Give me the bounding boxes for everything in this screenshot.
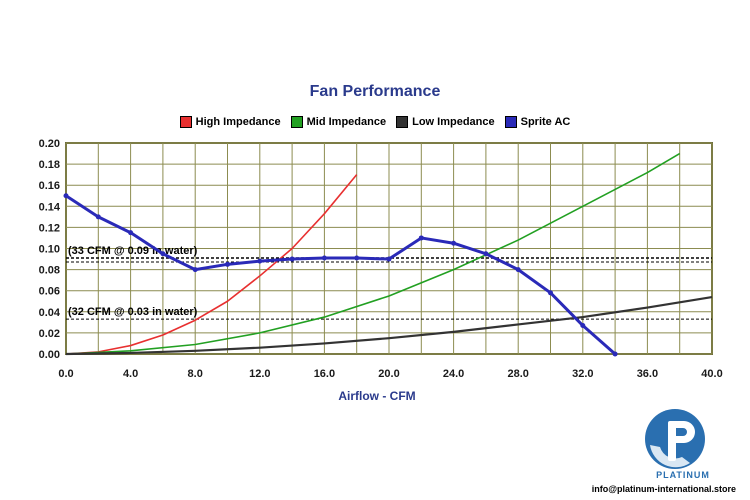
y-tick-label: 0.08 [39, 265, 60, 277]
series-point-sprite [515, 267, 521, 273]
x-tick-label: 12.0 [249, 368, 270, 380]
logo-wordmark: PLATINUM [656, 470, 710, 480]
y-tick-label: 0.12 [39, 222, 60, 234]
y-tick-label: 0.20 [39, 138, 60, 150]
series-point-sprite [289, 256, 295, 262]
y-tick-label: 0.04 [39, 307, 61, 319]
x-tick-label: 36.0 [637, 368, 658, 380]
x-tick-label: 32.0 [572, 368, 593, 380]
series-point-sprite [192, 267, 198, 273]
series-point-sprite [128, 230, 134, 236]
x-tick-label: 40.0 [701, 368, 722, 380]
y-tick-label: 0.14 [39, 201, 61, 213]
series-point-sprite [612, 351, 618, 357]
y-tick-label: 0.00 [39, 349, 60, 361]
series-point-sprite [321, 255, 327, 261]
series-point-sprite [483, 251, 489, 257]
x-tick-label: 4.0 [123, 368, 138, 380]
series-line-0 [65, 174, 358, 355]
reference-line-label: (33 CFM @ 0.09 in water) [68, 245, 198, 257]
chart-legend: High Impedance Mid Impedance Low Impedan… [0, 116, 750, 128]
series-point-sprite [63, 193, 69, 199]
legend-swatch-sprite [504, 116, 517, 128]
series-point-sprite [160, 251, 166, 257]
reference-line-label: (32 CFM @ 0.03 in water) [68, 306, 198, 318]
legend-swatch-high [179, 116, 192, 128]
x-tick-label: 0.0 [58, 368, 73, 380]
legend-item-high: High Impedance [179, 116, 281, 128]
series-point-sprite [225, 261, 230, 267]
y-tick-label: 0.02 [39, 328, 60, 340]
chart-title: Fan Performance [309, 83, 441, 100]
series-line-1 [65, 152, 681, 355]
series-line-2 [65, 295, 713, 356]
legend-label-high: High Impedance [195, 116, 281, 128]
legend-swatch-low [396, 116, 409, 128]
legend-label-sprite: Sprite AC [520, 116, 571, 128]
series-point-sprite [418, 235, 424, 241]
legend-item-mid: Mid Impedance [290, 116, 387, 128]
series-point-sprite [95, 214, 101, 220]
x-tick-label: 20.0 [378, 368, 399, 380]
series-line-3 [65, 194, 617, 356]
legend-item-low: Low Impedance [396, 116, 495, 128]
legend-item-sprite: Sprite AC [504, 116, 571, 128]
y-tick-label: 0.16 [39, 180, 60, 192]
x-tick-label: 8.0 [188, 368, 203, 380]
platinum-logo-icon [645, 409, 705, 469]
legend-label-low: Low Impedance [412, 116, 495, 128]
series-point-sprite [386, 256, 392, 262]
x-tick-label: 28.0 [507, 368, 528, 380]
platinum-logo [630, 405, 730, 485]
x-axis-label: Airflow - CFM [338, 389, 415, 403]
series-point-sprite [451, 240, 457, 246]
y-tick-label: 0.18 [39, 159, 60, 171]
legend-label-mid: Mid Impedance [306, 116, 387, 128]
contact-email: info@platinum-international.store [591, 484, 736, 494]
legend-swatch-mid [290, 116, 303, 128]
series-point-sprite [548, 290, 553, 296]
x-tick-label: 16.0 [314, 368, 335, 380]
y-tick-label: 0.06 [39, 286, 60, 298]
series-point-sprite [354, 255, 360, 261]
series-point-sprite [257, 258, 263, 264]
x-tick-label: 24.0 [443, 368, 464, 380]
series-point-sprite [580, 323, 586, 329]
y-tick-label: 0.10 [39, 244, 60, 256]
